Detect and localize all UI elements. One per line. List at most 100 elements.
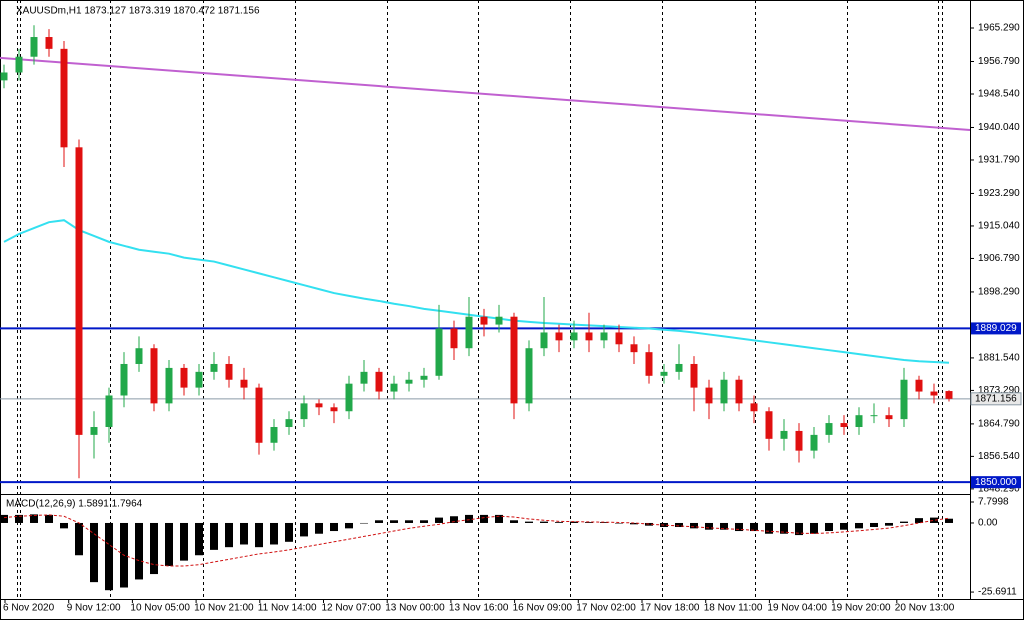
candle-body — [45, 37, 53, 49]
macd-bar — [150, 522, 158, 575]
x-tick-label: 10 Nov 05:00 — [130, 603, 190, 614]
y-tick-label: 1898.290 — [978, 287, 1020, 298]
macd-bar — [405, 520, 413, 523]
candle-body — [315, 403, 323, 408]
current-price-box — [970, 392, 1022, 406]
candle-body — [330, 407, 338, 412]
candle-body — [195, 371, 203, 388]
candle-body — [525, 348, 533, 404]
macd-bar — [495, 514, 503, 523]
macd-bar — [735, 522, 743, 532]
candle-body — [375, 371, 383, 392]
candle-body — [435, 328, 443, 376]
macd-bar — [930, 517, 938, 523]
candle-body — [360, 371, 368, 384]
macd-bar — [0, 514, 8, 523]
candle-body — [225, 363, 233, 380]
macd-bar — [315, 522, 323, 534]
macd-bar — [840, 522, 848, 530]
macd-bar — [15, 514, 23, 523]
candle-body — [510, 316, 518, 404]
macd-bar — [225, 522, 233, 548]
macd-bar — [75, 522, 83, 556]
candle-body — [480, 316, 488, 325]
candle-body — [540, 332, 548, 349]
macd-bar — [615, 522, 623, 524]
candle-body — [675, 363, 683, 372]
x-tick-label: 17 Nov 18:00 — [640, 603, 700, 614]
macd-bar — [135, 522, 143, 580]
candle-body — [810, 434, 818, 451]
y-tick-label: 1923.290 — [978, 188, 1020, 199]
candle-body — [855, 415, 863, 428]
macd-bar — [465, 514, 473, 523]
candle-body — [495, 316, 503, 325]
candle-body — [825, 423, 833, 435]
candle-body — [885, 415, 893, 420]
macd-bar — [195, 522, 203, 556]
level-label: 1889.029 — [975, 323, 1017, 334]
current-price-label: 1871.156 — [975, 393, 1017, 404]
macd-bar — [420, 520, 428, 523]
x-tick-label: 6 Nov 2020 — [3, 603, 55, 614]
macd-bar — [810, 522, 818, 534]
candle-body — [945, 391, 953, 399]
candle-body — [630, 344, 638, 353]
level-label-box — [971, 322, 1021, 335]
candle-body — [90, 427, 98, 435]
macd-bar — [570, 521, 578, 523]
macd-bar — [330, 522, 338, 532]
macd-tick-label: 0.00 — [978, 518, 998, 529]
candle-body — [660, 371, 668, 376]
macd-bar — [705, 522, 713, 530]
candle-body — [600, 332, 608, 341]
macd-bar — [690, 522, 698, 529]
candle-body — [615, 332, 623, 345]
y-tick-label: 1915.040 — [978, 221, 1020, 232]
macd-bar — [750, 522, 758, 532]
level-label: 1850.000 — [975, 477, 1017, 488]
candle-body — [795, 430, 803, 451]
candle-body — [420, 375, 428, 380]
x-tick-label: 13 Nov 00:00 — [385, 603, 445, 614]
candle-body — [300, 403, 308, 420]
candle-body — [570, 332, 578, 341]
macd-bar — [360, 522, 368, 524]
macd-bar — [510, 520, 518, 523]
y-tick-label: 1881.540 — [978, 353, 1020, 364]
candle-body — [555, 332, 563, 341]
macd-bar — [480, 514, 488, 523]
y-tick-label: 1873.290 — [978, 385, 1020, 396]
candle-body — [705, 387, 713, 404]
macd-bar — [180, 522, 188, 561]
macd-label: MACD(12,26,9) 1.5891 1.7964 — [6, 499, 143, 510]
x-tick-label: 20 Nov 13:00 — [895, 603, 955, 614]
moving-average — [3, 219, 950, 364]
candle-body — [750, 403, 758, 412]
period-separators — [17, 0, 943, 599]
macd-bar — [540, 521, 548, 523]
candle-body — [720, 379, 728, 404]
macd-bar — [30, 514, 38, 523]
macd-bar — [855, 522, 863, 529]
y-tick-label: 1906.790 — [978, 253, 1020, 264]
candle-body — [585, 332, 593, 341]
macd-bar — [885, 522, 893, 526]
macd-signal — [3, 514, 950, 567]
x-tick-label: 10 Nov 21:00 — [194, 603, 254, 614]
candle-body — [75, 147, 83, 435]
x-tick-label: 16 Nov 09:00 — [513, 603, 573, 614]
candle-body — [270, 427, 278, 443]
level-label-box — [971, 476, 1021, 489]
macd-bar — [165, 522, 173, 567]
candle-body — [120, 363, 128, 396]
y-tick-label: 1931.790 — [978, 155, 1020, 166]
y-tick-label: 1965.290 — [978, 23, 1020, 34]
macd-bar — [435, 517, 443, 523]
macd-bar — [450, 516, 458, 523]
macd-tick-label: 7.7998 — [978, 497, 1009, 508]
trendline — [0, 56, 971, 131]
macd-bar — [210, 522, 218, 550]
candle-body — [30, 37, 38, 57]
